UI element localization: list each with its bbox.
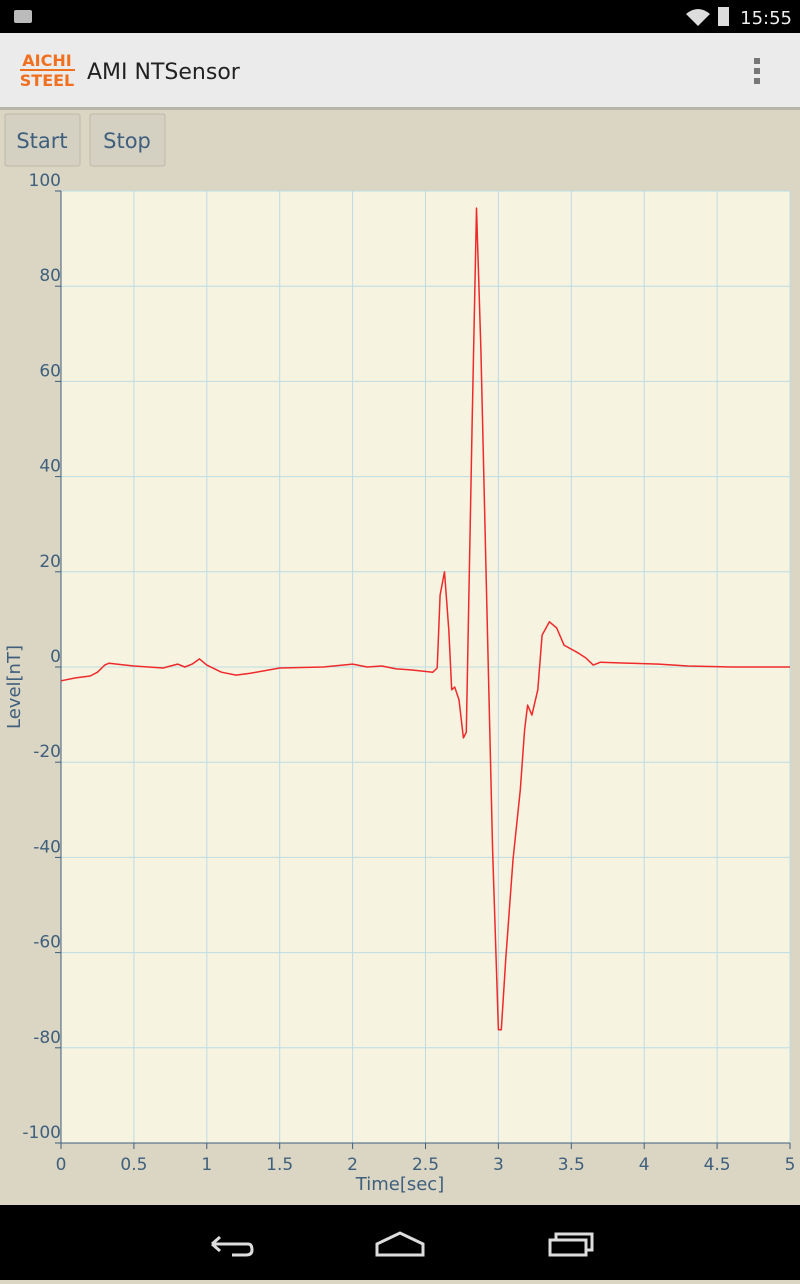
logo-text: AICHI bbox=[22, 51, 71, 70]
logo-text: STEEL bbox=[20, 71, 75, 90]
start-button[interactable]: Start bbox=[4, 113, 81, 167]
back-button[interactable] bbox=[211, 1235, 254, 1257]
app-title: AMI NTSensor bbox=[87, 60, 241, 85]
y-tick-label: 80 bbox=[39, 266, 61, 286]
clock: 15:55 bbox=[740, 8, 792, 29]
y-axis-title: Level[nT] bbox=[4, 645, 25, 729]
nav-bar bbox=[0, 1205, 800, 1280]
y-tick-label: 40 bbox=[39, 457, 61, 477]
battery-icon bbox=[718, 7, 729, 26]
y-tick-label: -100 bbox=[22, 1123, 61, 1143]
y-tick-label: 0 bbox=[50, 647, 61, 667]
x-tick-label: 0 bbox=[56, 1155, 67, 1175]
button-label: Start bbox=[16, 129, 67, 153]
recents-button[interactable] bbox=[548, 1232, 594, 1257]
y-tick-label: -20 bbox=[33, 742, 61, 762]
stop-button[interactable]: Stop bbox=[89, 113, 166, 167]
overflow-menu[interactable] bbox=[754, 58, 760, 84]
button-label: Stop bbox=[103, 129, 151, 153]
x-tick-label: 3.5 bbox=[558, 1155, 585, 1175]
x-tick-label: 1.5 bbox=[266, 1155, 293, 1175]
y-tick-label: -60 bbox=[33, 933, 61, 953]
y-tick-label: 100 bbox=[29, 171, 61, 191]
data-line bbox=[60, 207, 790, 1031]
x-tick-label: 2.5 bbox=[412, 1155, 439, 1175]
y-tick-label: 20 bbox=[39, 552, 61, 572]
y-tick-label: -80 bbox=[33, 1028, 61, 1048]
y-tick-label: 60 bbox=[39, 361, 61, 381]
x-tick-label: 4.5 bbox=[704, 1155, 731, 1175]
app-bar-shadow bbox=[0, 107, 800, 110]
x-tick-label: 4 bbox=[639, 1155, 650, 1175]
x-tick-label: 1 bbox=[201, 1155, 212, 1175]
x-tick-label: 5 bbox=[785, 1155, 796, 1175]
status-bar bbox=[0, 0, 800, 33]
camera-icon bbox=[14, 10, 32, 23]
x-tick-label: 2 bbox=[347, 1155, 358, 1175]
x-tick-label: 0.5 bbox=[120, 1155, 147, 1175]
x-axis-title: Time[sec] bbox=[355, 1174, 444, 1195]
app-bar bbox=[0, 33, 800, 107]
x-tick-label: 3 bbox=[493, 1155, 504, 1175]
home-button[interactable] bbox=[375, 1231, 425, 1257]
y-tick-label: -40 bbox=[33, 837, 61, 857]
wifi-icon bbox=[686, 9, 710, 26]
